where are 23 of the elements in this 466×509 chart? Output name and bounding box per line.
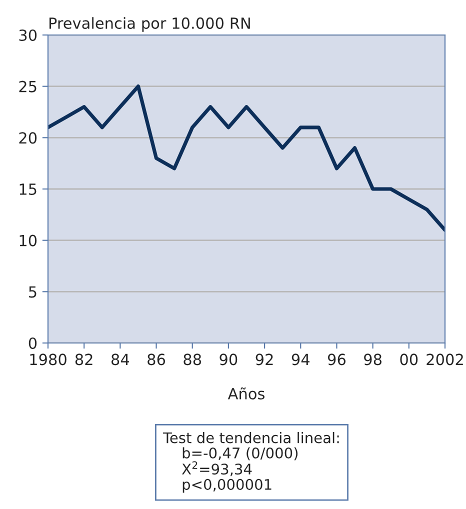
x-tick-label: 98 (364, 354, 382, 366)
x-tick-label: 88 (184, 354, 202, 366)
x-tick-label: 90 (220, 354, 238, 366)
y-tick-label: 20 (19, 132, 37, 144)
y-tick-label: 5 (29, 286, 36, 298)
line-series (48, 84, 445, 232)
y-tick-label: 25 (19, 80, 36, 92)
x-tick-label: 00 (400, 354, 418, 366)
y-tick-label: 10 (20, 234, 37, 246)
x-tick-label: 92 (256, 354, 273, 366)
y-tick-label: 0 (28, 337, 37, 350)
text: Test de tendencia lineal: b=-0,47 (0/000) X$^{2}$=93,34 p<0,000001 (162, 432, 339, 493)
x-tick-label: 1980 (30, 354, 66, 366)
x-axis-title: Años (228, 387, 264, 400)
x-tick-label: 86 (148, 354, 166, 366)
x-tick-label: 96 (328, 354, 346, 366)
y-axis-title: Prevalencia por 10.000 RN (50, 17, 250, 32)
x-tick-label: 84 (111, 354, 130, 366)
x-tick-label: 94 (292, 354, 310, 366)
x-tick-label: 2002 (426, 354, 463, 366)
y-tick-label: 15 (20, 184, 36, 196)
x-tick-label: 82 (75, 354, 92, 366)
y-tick-label: 30 (19, 29, 37, 42)
